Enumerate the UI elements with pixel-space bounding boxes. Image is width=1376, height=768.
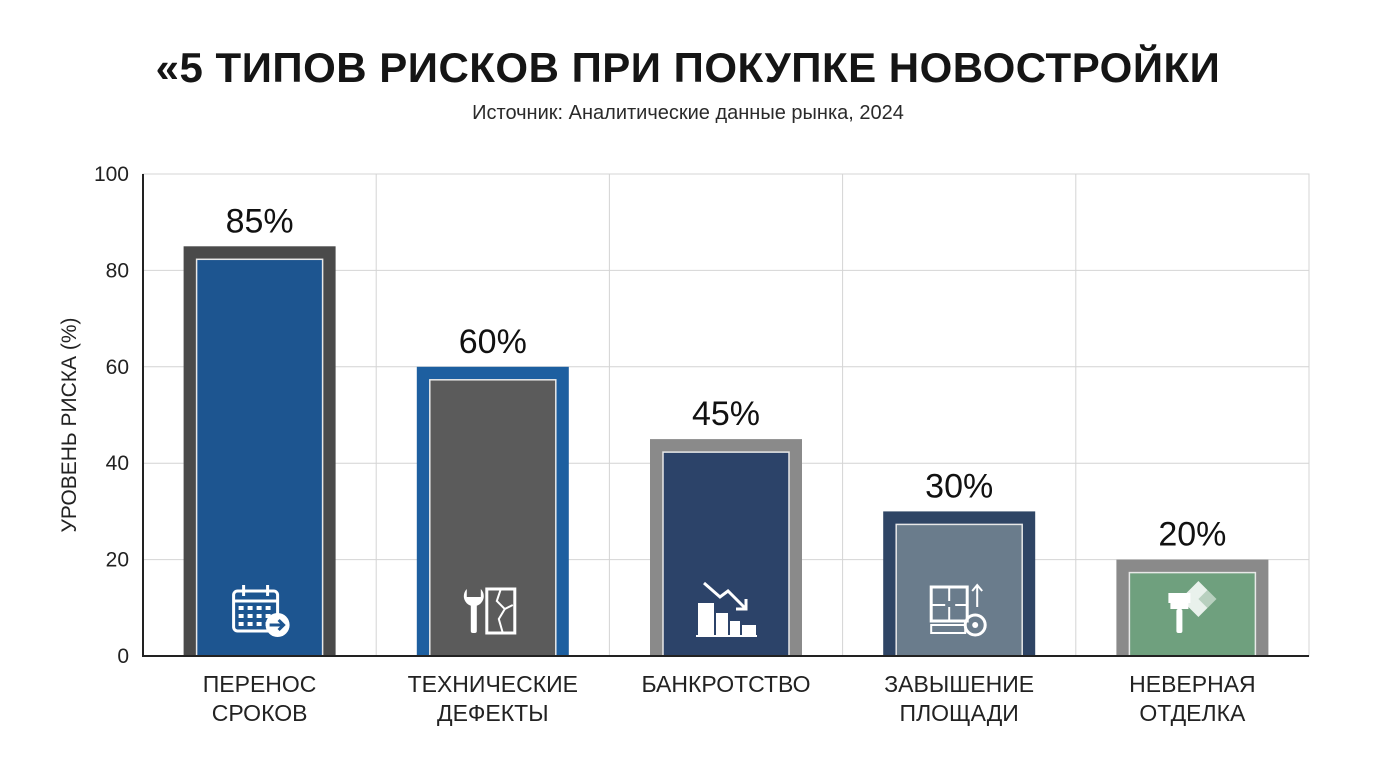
x-tick-label: ТЕХНИЧЕСКИЕ ДЕФЕКТЫ [408,671,578,726]
chart-title: «5 ТИПОВ РИСКОВ ПРИ ПОКУПКЕ НОВОСТРОЙКИ [155,44,1221,91]
bar-fill [195,258,324,657]
data-label: 20% [1158,516,1226,554]
data-label: 60% [459,323,527,361]
x-tick-label: НЕВЕРНАЯ ОТДЕЛКА [1129,671,1256,726]
y-tick-label: 20 [106,549,129,572]
bar [183,246,336,657]
y-tick-label: 0 [117,645,129,668]
bar-fill [895,523,1023,657]
floorplan-measure-icon [929,583,987,637]
wrench-crack-icon [463,587,517,635]
y-tick-label: 60 [106,356,129,379]
y-tick-label: 80 [106,259,129,282]
paint-brush-icon [1168,581,1217,633]
y-axis-title: УРОВЕНЬ РИСКА (%) [58,317,81,532]
bar-fill [429,379,557,657]
data-label: 85% [226,202,294,240]
y-tick-label: 100 [94,163,129,186]
bar-fill [1128,571,1257,657]
x-tick-label: ЗАВЫШЕНИЕ ПЛОЩАДИ [884,671,1034,726]
chart-subtitle: Источник: Аналитические данные рынка, 20… [472,102,904,124]
data-label: 30% [925,467,993,505]
data-label: 45% [692,395,760,433]
calendar-arrow-icon [232,585,290,637]
bar [883,511,1036,657]
building-decline-icon [696,581,757,637]
x-tick-label: ПЕРЕНОС СРОКОВ [203,671,317,726]
bar [416,366,569,657]
x-tick-label: БАНКРОТСТВО [641,671,810,697]
y-tick-label: 40 [106,452,129,475]
